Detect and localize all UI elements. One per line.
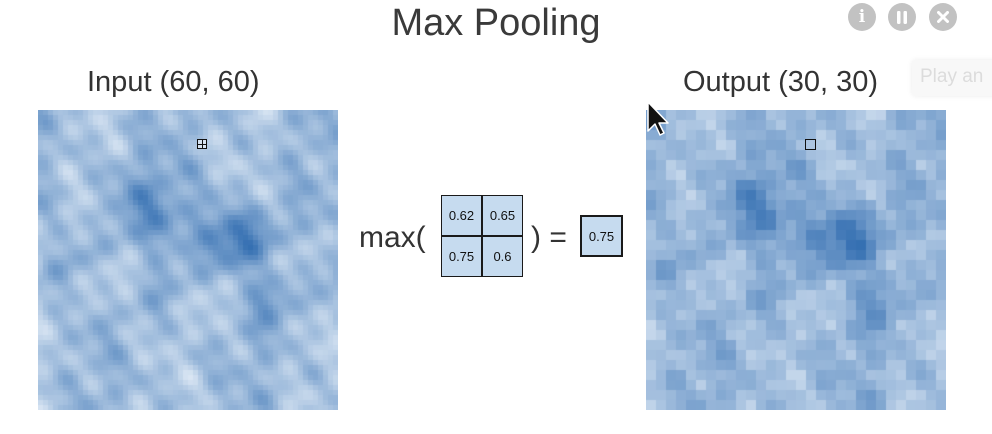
pooling-window: 0.62 0.65 0.75 0.6 [441, 195, 523, 277]
input-label: Input (60, 60) [87, 66, 260, 98]
max-function-prefix: max( [359, 221, 426, 254]
play-hint-tooltip: Play an [912, 60, 992, 96]
pause-icon[interactable] [888, 3, 916, 31]
close-icon[interactable] [929, 3, 957, 31]
input-heatmap[interactable] [38, 110, 338, 410]
pooling-cell: 0.65 [483, 196, 522, 235]
pooling-cell: 0.62 [442, 196, 481, 235]
output-label: Output (30, 30) [683, 66, 879, 98]
output-cell-marker [805, 139, 816, 150]
pooling-result: 0.75 [580, 215, 623, 257]
pause-icon-glyph [897, 10, 907, 24]
pooling-cell: 0.6 [483, 237, 522, 276]
page-title: Max Pooling [391, 2, 601, 44]
output-heatmap[interactable] [646, 110, 946, 410]
info-icon-glyph: i [858, 7, 866, 27]
input-window-marker [197, 139, 207, 149]
mouse-pointer-icon [647, 101, 669, 136]
pooling-cell: 0.75 [442, 237, 481, 276]
close-icon-glyph [937, 11, 949, 23]
max-function-suffix: ) = [531, 221, 567, 254]
info-icon[interactable]: i [848, 3, 876, 31]
